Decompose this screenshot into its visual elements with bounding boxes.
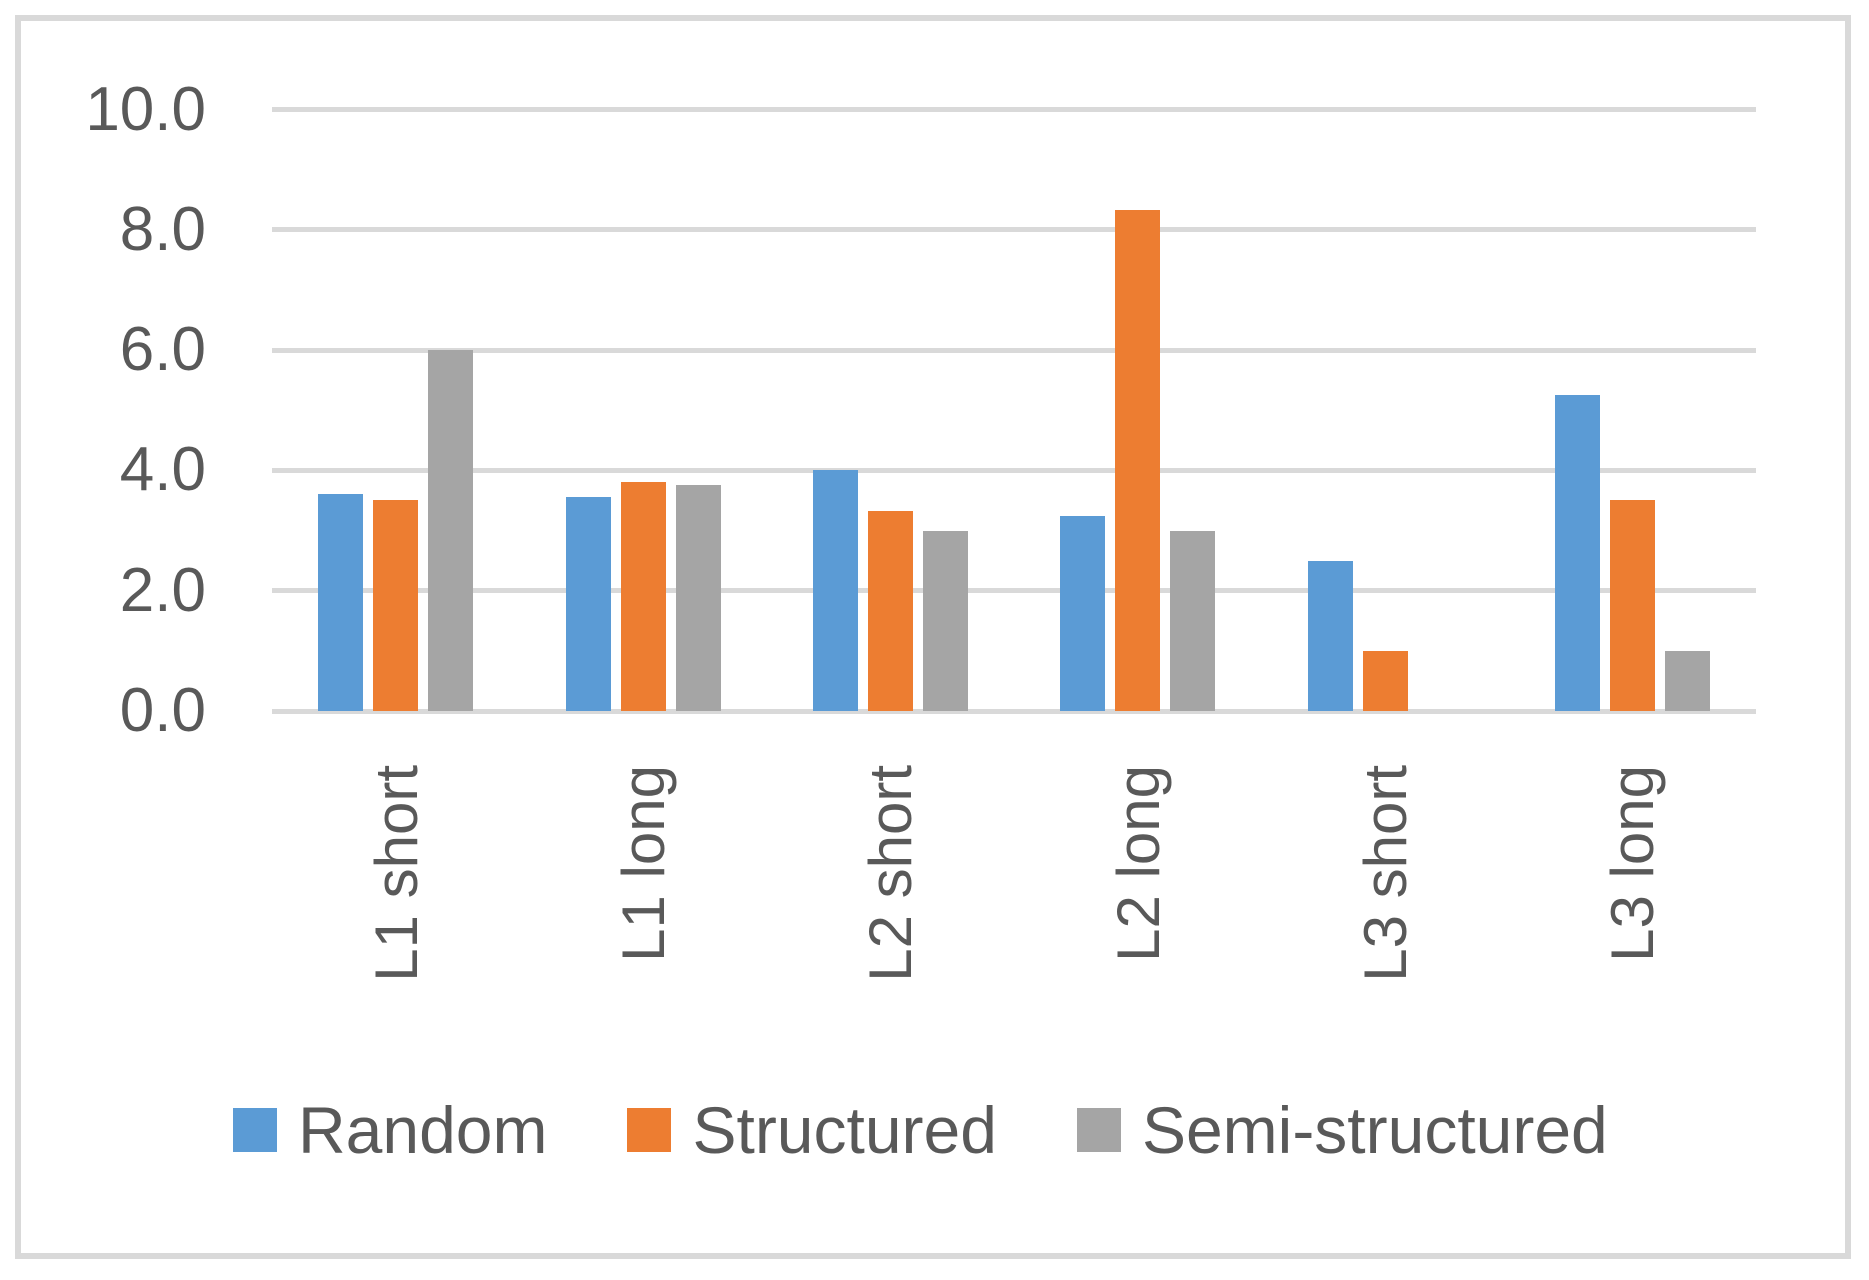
legend-label: Structured (692, 1093, 997, 1167)
bar-l1-long-semi-structured (675, 485, 721, 711)
gridline-0.0 (272, 708, 1756, 714)
y-tick-label: 2.0 (119, 555, 206, 625)
legend-swatch-random (233, 1108, 277, 1152)
gridline-2.0 (272, 588, 1756, 594)
gridline-8.0 (272, 227, 1756, 233)
chart-border (15, 15, 1851, 1259)
legend-label: Random (298, 1093, 548, 1167)
legend-item-random: Random (233, 1097, 547, 1163)
x-label-l2-long: L2 long (1104, 765, 1172, 962)
bar-l3-short-random (1307, 560, 1353, 711)
x-label-l3-short: L3 short (1352, 765, 1419, 982)
bar-l2-short-random (812, 470, 858, 711)
y-tick-label: 6.0 (119, 315, 206, 385)
bar-l3-long-semi-structured (1664, 650, 1710, 711)
legend: Random Structured Semi-structured (233, 1097, 1608, 1163)
x-label-l3-long: L3 long (1599, 765, 1667, 962)
legend-swatch-semi-structured (1076, 1108, 1121, 1152)
bar-l1-short-random (318, 494, 364, 711)
bar-l1-short-semi-structured (428, 350, 474, 711)
gridline-6.0 (272, 347, 1756, 353)
bar-l1-long-structured (620, 482, 666, 711)
legend-item-semi-structured: Semi-structured (1076, 1093, 1608, 1167)
y-tick-label: 4.0 (119, 435, 206, 505)
x-label-l1-long: L1 long (610, 765, 677, 962)
legend-label: Semi-structured (1141, 1093, 1608, 1167)
legend-item-structured: Structured (627, 1093, 997, 1167)
bar-l2-long-random (1060, 515, 1106, 711)
bar-l1-long-random (565, 497, 611, 711)
gridline-10.0 (272, 107, 1756, 112)
bar-l3-long-random (1554, 395, 1600, 711)
bar-l2-short-semi-structured (922, 530, 968, 711)
bar-l1-short-structured (373, 500, 419, 711)
bar-l3-short-structured (1362, 650, 1408, 711)
bar-l2-short-structured (867, 510, 913, 711)
gridline-4.0 (272, 467, 1756, 473)
y-tick-label: 10.0 (85, 74, 206, 144)
legend-swatch-structured (627, 1108, 672, 1152)
x-label-l1-short: L1 short (362, 765, 430, 982)
bar-l3-long-structured (1609, 500, 1655, 711)
y-tick-label: 8.0 (119, 194, 206, 264)
bar-l2-long-structured (1115, 209, 1161, 711)
x-label-l2-short: L2 short (857, 765, 925, 982)
bar-l2-long-semi-structured (1170, 530, 1216, 711)
y-tick-label: 0.0 (119, 676, 206, 745)
